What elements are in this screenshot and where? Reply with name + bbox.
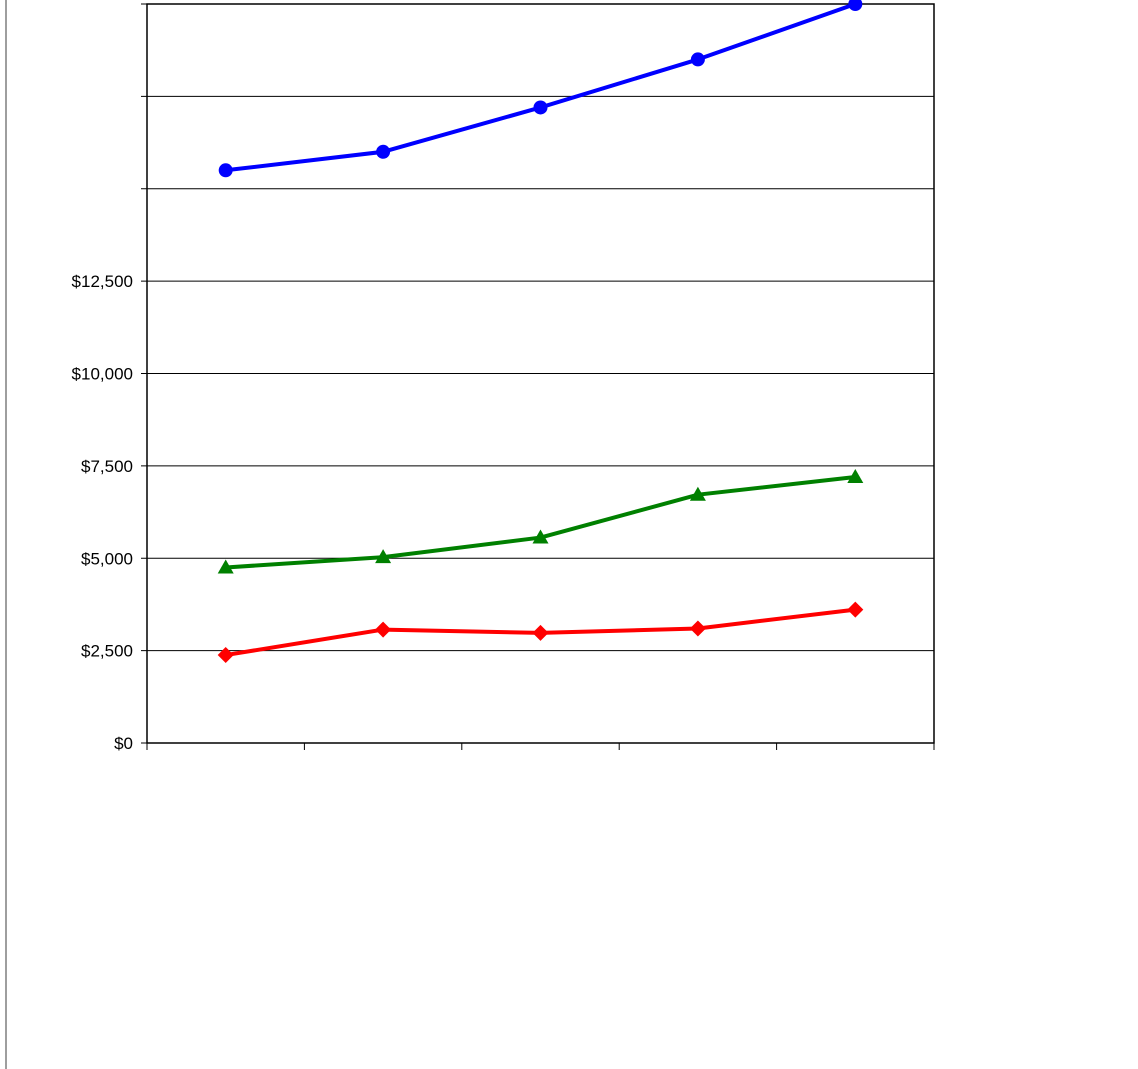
- data-point: [689, 620, 706, 637]
- y-tick-label: $7,500: [81, 457, 133, 476]
- series-1: [218, 0, 863, 178]
- y-tick-labels: $0 $2,500 $5,000 $7,500 $10,000 $12,500: [72, 272, 133, 753]
- grid-lines: [147, 95, 934, 652]
- data-point: [690, 52, 705, 67]
- y-tick-label: $5,000: [81, 549, 133, 568]
- y-tick-label: $12,500: [72, 272, 133, 291]
- data-point: [218, 163, 233, 178]
- data-point: [217, 559, 234, 574]
- data-point: [375, 621, 392, 638]
- data-point: [848, 0, 863, 11]
- data-point: [375, 549, 392, 564]
- data-point: [376, 144, 391, 159]
- series-lines: [217, 0, 864, 664]
- y-tick-label: $0: [114, 734, 133, 753]
- series-3: [217, 601, 864, 664]
- data-point: [847, 468, 864, 483]
- axis-ticks: [141, 3, 935, 750]
- data-point: [689, 486, 706, 501]
- data-point: [533, 100, 548, 115]
- data-point: [532, 529, 549, 544]
- data-point: [532, 624, 549, 641]
- y-tick-label: $2,500: [81, 642, 133, 661]
- series-2: [217, 468, 864, 574]
- data-point: [217, 647, 234, 664]
- y-tick-label: $10,000: [72, 365, 133, 384]
- data-point: [847, 601, 864, 618]
